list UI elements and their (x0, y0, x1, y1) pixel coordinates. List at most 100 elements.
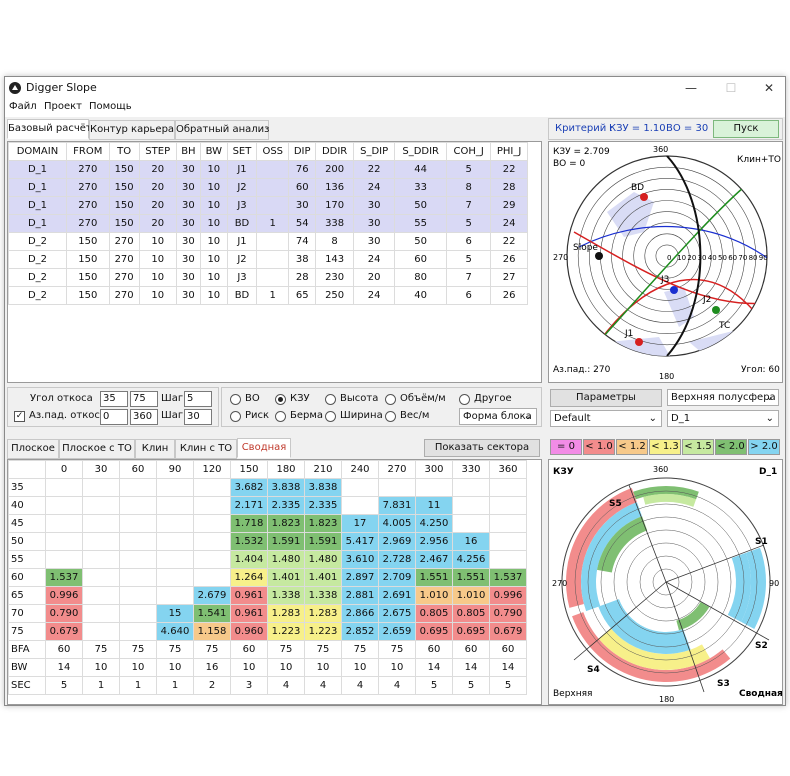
domain-select[interactable]: D_1 ⌄ (667, 410, 779, 427)
heatmap-cell[interactable] (82, 496, 120, 515)
heatmap-cell[interactable] (119, 550, 157, 569)
table-cell[interactable]: J3 (226, 268, 258, 287)
table-cell[interactable]: 30 (353, 196, 396, 215)
col-header[interactable]: DIP (288, 142, 317, 161)
heatmap-cell[interactable]: 1.223 (304, 622, 342, 641)
table-cell[interactable]: 65 (288, 286, 317, 305)
table-cell[interactable]: 40 (394, 286, 448, 305)
heatmap-cell[interactable]: 2.969 (378, 532, 416, 551)
tab-summary[interactable]: Сводная (237, 438, 291, 458)
menu-file[interactable]: Файл (9, 101, 37, 112)
heatmap-cell[interactable]: 2.659 (378, 622, 416, 641)
heatmap-cell[interactable]: 0.790 (489, 604, 527, 623)
table-cell[interactable]: 338 (315, 214, 355, 233)
heatmap-cell[interactable]: 0.805 (415, 604, 453, 623)
heatmap-cell[interactable]: 3.838 (304, 478, 342, 497)
table-row[interactable]: D_1 270 150 20 30 10 J2 60 136 24 33 8 28 (8, 178, 528, 197)
heatmap-cell[interactable] (489, 550, 527, 569)
table-cell[interactable] (256, 196, 290, 215)
table-cell[interactable]: 33 (394, 178, 448, 197)
table-cell[interactable]: 150 (108, 214, 140, 233)
table-cell[interactable]: 150 (108, 178, 140, 197)
heatmap-cell[interactable]: 1.010 (452, 586, 490, 605)
heatmap-cell[interactable]: 1.283 (304, 604, 342, 623)
heatmap-cell[interactable] (82, 568, 120, 587)
heatmap-cell[interactable]: 2.852 (341, 622, 379, 641)
table-cell[interactable]: 7 (446, 268, 492, 287)
heatmap-cell[interactable]: 1.718 (230, 514, 268, 533)
azimuth-to-input[interactable]: 360 (130, 409, 158, 425)
heatmap-cell[interactable] (193, 496, 231, 515)
block-shape-select[interactable]: Форма блока ⌄ (459, 408, 537, 425)
radio-width[interactable] (325, 411, 336, 422)
table-cell[interactable]: 270 (108, 286, 140, 305)
pole-bd[interactable] (640, 193, 648, 201)
heatmap-cell[interactable]: 1.401 (267, 568, 305, 587)
col-header[interactable]: PHI_J (490, 142, 528, 161)
radio-volume[interactable] (385, 394, 396, 405)
table-cell[interactable]: 270 (65, 160, 110, 179)
heatmap-cell[interactable]: 0.960 (230, 622, 268, 641)
heatmap-cell[interactable]: 0.961 (230, 586, 268, 605)
table-cell[interactable]: J3 (226, 196, 258, 215)
heatmap-cell[interactable]: 1.823 (267, 514, 305, 533)
heatmap-cell[interactable]: 7.831 (378, 496, 416, 515)
heatmap-cell[interactable]: 1.551 (415, 568, 453, 587)
heatmap-cell[interactable] (489, 532, 527, 551)
table-cell[interactable]: 30 (353, 232, 396, 251)
table-cell[interactable]: D_1 (8, 214, 67, 233)
table-cell[interactable]: 10 (199, 196, 228, 215)
table-cell[interactable]: 44 (394, 160, 448, 179)
table-cell[interactable]: J2 (226, 250, 258, 269)
heatmap-cell[interactable] (119, 496, 157, 515)
table-cell[interactable]: 30 (175, 160, 201, 179)
tab-back-analysis[interactable]: Обратный анализ (175, 120, 269, 140)
heatmap-cell[interactable]: 1.551 (452, 568, 490, 587)
tab-planar[interactable]: Плоское (7, 439, 59, 459)
radio-kzu[interactable] (275, 394, 286, 405)
tab-wedge-to[interactable]: Клин с ТО (175, 439, 237, 459)
run-button[interactable]: Пуск (713, 120, 779, 138)
table-cell[interactable]: 8 (446, 178, 492, 197)
azimuth-checkbox[interactable]: ✓ (14, 411, 25, 422)
table-row[interactable]: D_1 270 150 20 30 10 BD 1 54 338 30 55 5 24 (8, 214, 528, 233)
pole-j3[interactable] (670, 286, 678, 294)
heatmap-cell[interactable]: 0.961 (230, 604, 268, 623)
table-cell[interactable]: 29 (490, 196, 528, 215)
table-cell[interactable]: BD (226, 214, 258, 233)
radio-other[interactable] (459, 394, 470, 405)
maximize-button[interactable]: ☐ (725, 81, 737, 95)
table-cell[interactable]: 30 (175, 178, 201, 197)
table-cell[interactable]: 6 (446, 232, 492, 251)
table-cell[interactable]: D_1 (8, 196, 67, 215)
table-cell[interactable]: 24 (490, 214, 528, 233)
heatmap-cell[interactable]: 2.897 (341, 568, 379, 587)
heatmap-cell[interactable] (156, 532, 194, 551)
heatmap-cell[interactable] (341, 478, 379, 497)
table-cell[interactable]: 5 (446, 214, 492, 233)
col-header[interactable]: DDIR (315, 142, 355, 161)
table-cell[interactable]: 80 (394, 268, 448, 287)
heatmap-cell[interactable]: 1.158 (193, 622, 231, 641)
heatmap-cell[interactable] (119, 586, 157, 605)
heatmap-cell[interactable]: 0.679 (489, 622, 527, 641)
table-cell[interactable]: 10 (138, 268, 177, 287)
col-header[interactable]: BH (175, 142, 201, 161)
heatmap-cell[interactable]: 2.866 (341, 604, 379, 623)
tab-planar-to[interactable]: Плоское с ТО (59, 439, 135, 459)
heatmap-cell[interactable] (45, 478, 83, 497)
table-cell[interactable]: 20 (138, 214, 177, 233)
heatmap-cell[interactable] (193, 514, 231, 533)
table-cell[interactable]: 20 (353, 268, 396, 287)
heatmap-cell[interactable] (82, 622, 120, 641)
heatmap-cell[interactable] (452, 514, 490, 533)
table-cell[interactable]: 24 (353, 178, 396, 197)
table-cell[interactable]: 270 (65, 214, 110, 233)
heatmap-cell[interactable] (156, 568, 194, 587)
table-cell[interactable]: 10 (199, 250, 228, 269)
table-cell[interactable]: 150 (65, 268, 110, 287)
col-header[interactable]: S_DDIR (394, 142, 448, 161)
table-cell[interactable]: 270 (65, 196, 110, 215)
col-header[interactable]: STEP (138, 142, 177, 161)
table-cell[interactable]: 7 (446, 196, 492, 215)
